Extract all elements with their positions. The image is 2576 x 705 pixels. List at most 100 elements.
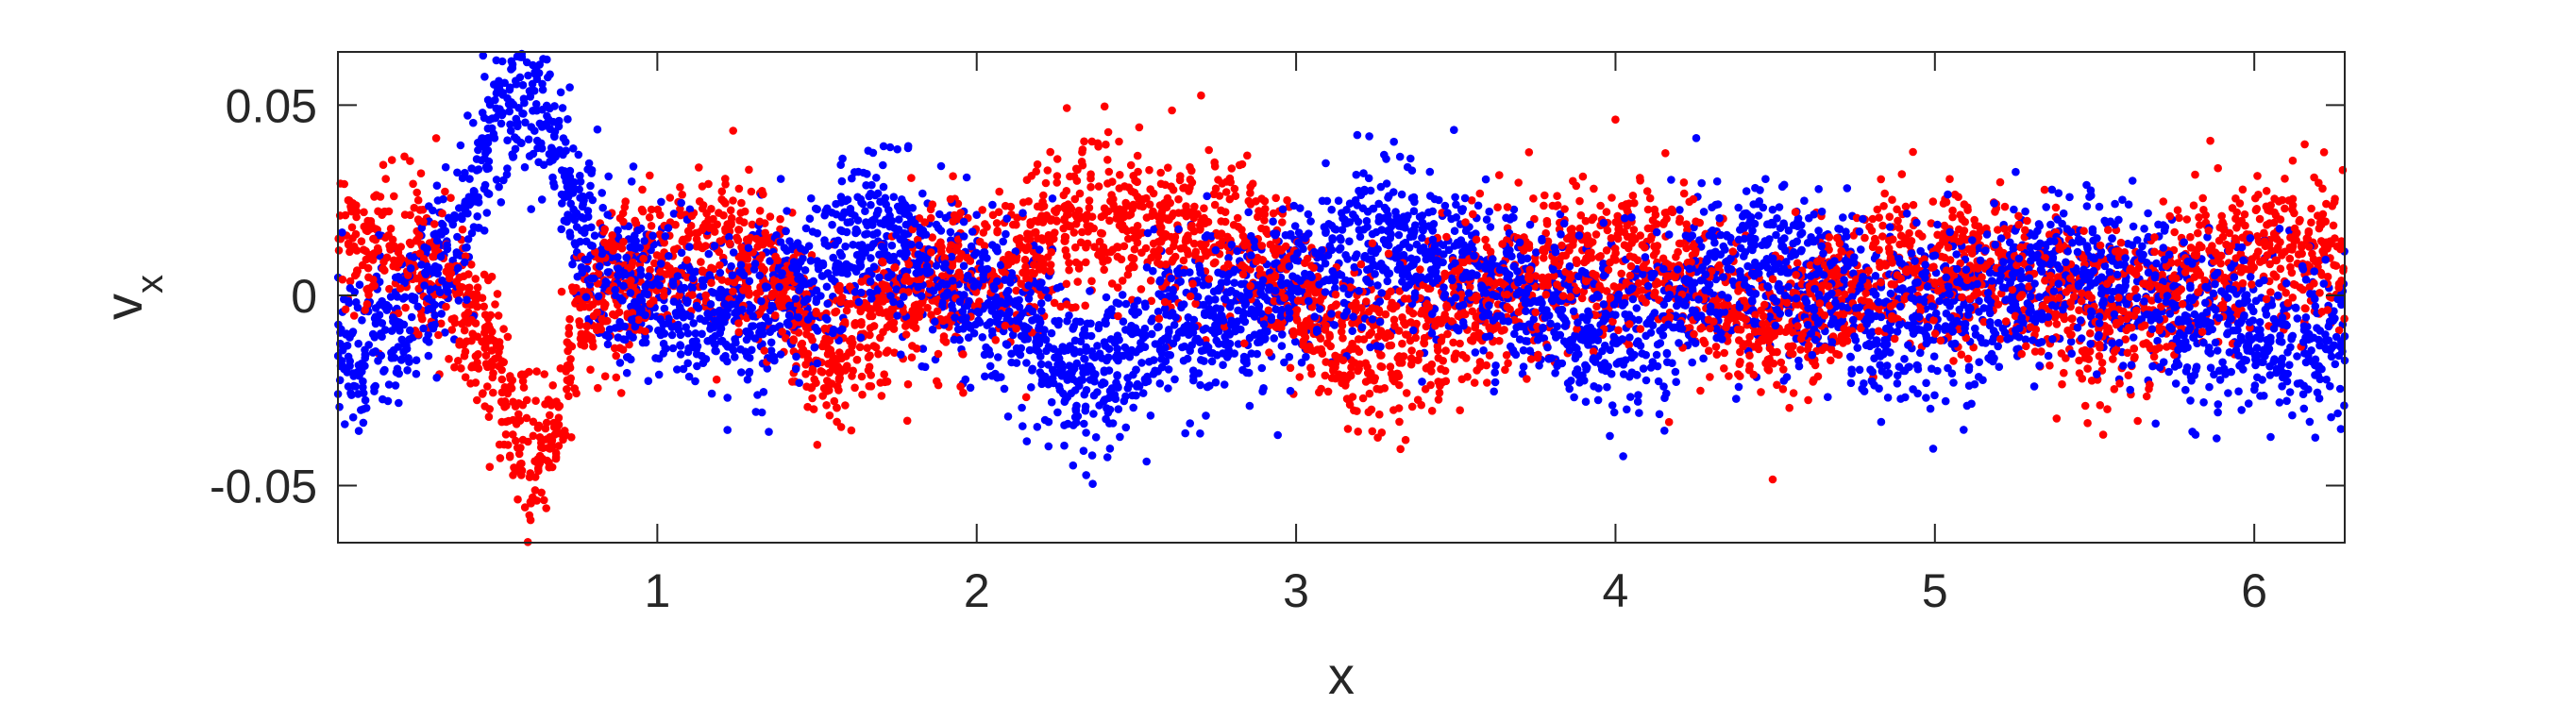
data-point bbox=[431, 134, 441, 143]
data-point bbox=[1495, 336, 1504, 345]
data-point bbox=[1417, 400, 1425, 410]
data-point bbox=[2186, 396, 2195, 405]
data-point bbox=[1270, 334, 1278, 343]
data-point bbox=[1957, 350, 1966, 360]
data-point bbox=[2188, 428, 2197, 436]
data-point bbox=[1634, 391, 1642, 399]
data-point bbox=[946, 227, 955, 237]
data-point bbox=[473, 283, 482, 293]
data-point bbox=[2311, 302, 2320, 311]
data-point bbox=[877, 392, 886, 400]
data-point bbox=[1519, 362, 1528, 371]
data-point bbox=[1354, 335, 1363, 344]
data-point bbox=[723, 426, 732, 434]
data-point bbox=[2244, 399, 2253, 408]
data-point bbox=[437, 310, 446, 318]
data-point bbox=[1103, 353, 1113, 362]
data-point bbox=[1395, 417, 1404, 427]
data-point bbox=[1306, 345, 1315, 354]
data-point bbox=[785, 237, 794, 245]
data-point bbox=[1368, 229, 1377, 239]
data-point bbox=[1143, 228, 1153, 238]
data-point bbox=[2100, 261, 2110, 271]
data-point bbox=[1928, 445, 1938, 453]
data-point bbox=[2051, 203, 2061, 212]
data-point bbox=[1509, 205, 1519, 214]
data-point bbox=[1321, 371, 1330, 380]
data-point bbox=[907, 174, 916, 182]
data-point bbox=[1343, 425, 1353, 433]
data-point bbox=[1286, 363, 1295, 373]
data-point bbox=[514, 449, 524, 459]
data-point bbox=[1618, 335, 1626, 344]
data-point bbox=[1079, 446, 1088, 456]
data-point bbox=[546, 435, 555, 445]
data-point bbox=[2336, 244, 2345, 254]
data-point bbox=[941, 213, 951, 223]
data-point bbox=[1056, 302, 1065, 311]
data-point bbox=[1864, 266, 1873, 276]
data-point bbox=[2288, 156, 2298, 165]
data-point bbox=[1137, 359, 1146, 367]
data-point bbox=[1197, 91, 1205, 100]
data-point bbox=[2287, 334, 2296, 344]
data-point bbox=[665, 193, 675, 202]
data-point bbox=[1754, 211, 1763, 220]
data-point bbox=[627, 355, 635, 364]
data-point bbox=[1860, 379, 1868, 388]
data-point bbox=[2273, 291, 2282, 300]
data-point bbox=[1141, 378, 1150, 387]
data-point bbox=[565, 363, 575, 373]
data-point bbox=[442, 302, 450, 311]
data-point bbox=[1623, 405, 1631, 414]
data-point bbox=[2142, 392, 2151, 401]
data-point bbox=[1922, 394, 1930, 402]
data-point bbox=[776, 175, 785, 183]
data-point bbox=[668, 344, 678, 353]
data-point bbox=[1720, 348, 1728, 358]
data-point bbox=[1878, 221, 1887, 230]
data-point bbox=[2080, 401, 2090, 411]
data-point bbox=[823, 377, 832, 385]
data-point bbox=[1885, 212, 1894, 221]
data-point bbox=[1860, 387, 1869, 395]
data-point bbox=[483, 382, 492, 391]
data-point bbox=[482, 209, 492, 217]
data-point bbox=[1156, 179, 1166, 189]
data-point bbox=[1007, 358, 1016, 367]
data-point bbox=[1339, 298, 1349, 308]
data-point bbox=[1619, 452, 1627, 461]
data-point bbox=[837, 176, 847, 186]
data-point bbox=[1122, 227, 1132, 236]
data-point bbox=[345, 277, 355, 286]
data-point bbox=[1629, 226, 1639, 234]
data-point bbox=[1796, 345, 1805, 354]
data-point bbox=[1295, 373, 1305, 381]
data-point bbox=[2021, 335, 2030, 344]
data-point bbox=[1156, 168, 1165, 177]
data-point bbox=[1658, 331, 1668, 340]
data-point bbox=[806, 257, 816, 265]
data-point bbox=[798, 339, 807, 348]
data-point bbox=[1230, 278, 1238, 288]
data-point bbox=[1375, 410, 1384, 419]
data-point bbox=[590, 231, 599, 240]
data-point bbox=[538, 79, 547, 89]
data-point bbox=[521, 118, 530, 127]
data-point bbox=[2170, 227, 2179, 237]
data-point bbox=[1032, 167, 1040, 176]
data-point bbox=[1948, 212, 1957, 222]
data-point bbox=[564, 392, 573, 401]
data-point bbox=[2063, 247, 2072, 256]
data-point bbox=[956, 382, 965, 391]
data-point bbox=[2305, 417, 2315, 427]
data-point bbox=[380, 365, 389, 375]
data-point bbox=[1394, 404, 1404, 412]
data-point bbox=[497, 375, 507, 384]
data-point bbox=[422, 335, 431, 344]
data-point bbox=[850, 383, 859, 393]
data-point bbox=[2132, 236, 2142, 244]
data-point bbox=[1847, 369, 1856, 378]
data-point bbox=[1646, 235, 1656, 243]
